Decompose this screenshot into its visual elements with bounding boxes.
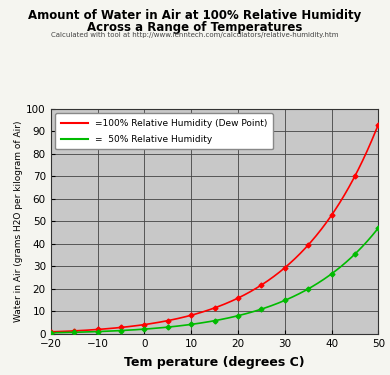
Text: Across a Range of Temperatures: Across a Range of Temperatures: [87, 21, 303, 34]
Text: Amount of Water in Air at 100% Relative Humidity: Amount of Water in Air at 100% Relative …: [28, 9, 362, 22]
X-axis label: Tem perature (degrees C): Tem perature (degrees C): [124, 356, 305, 369]
Text: Calculated with tool at http://www.lenntech.com/calculators/relative-humidity.ht: Calculated with tool at http://www.lennt…: [51, 32, 339, 38]
Y-axis label: Water in Air (grams H2O per kilogram of Air): Water in Air (grams H2O per kilogram of …: [14, 120, 23, 322]
Legend: =100% Relative Humidity (Dew Point), =  50% Relative Humidity: =100% Relative Humidity (Dew Point), = 5…: [55, 113, 273, 149]
